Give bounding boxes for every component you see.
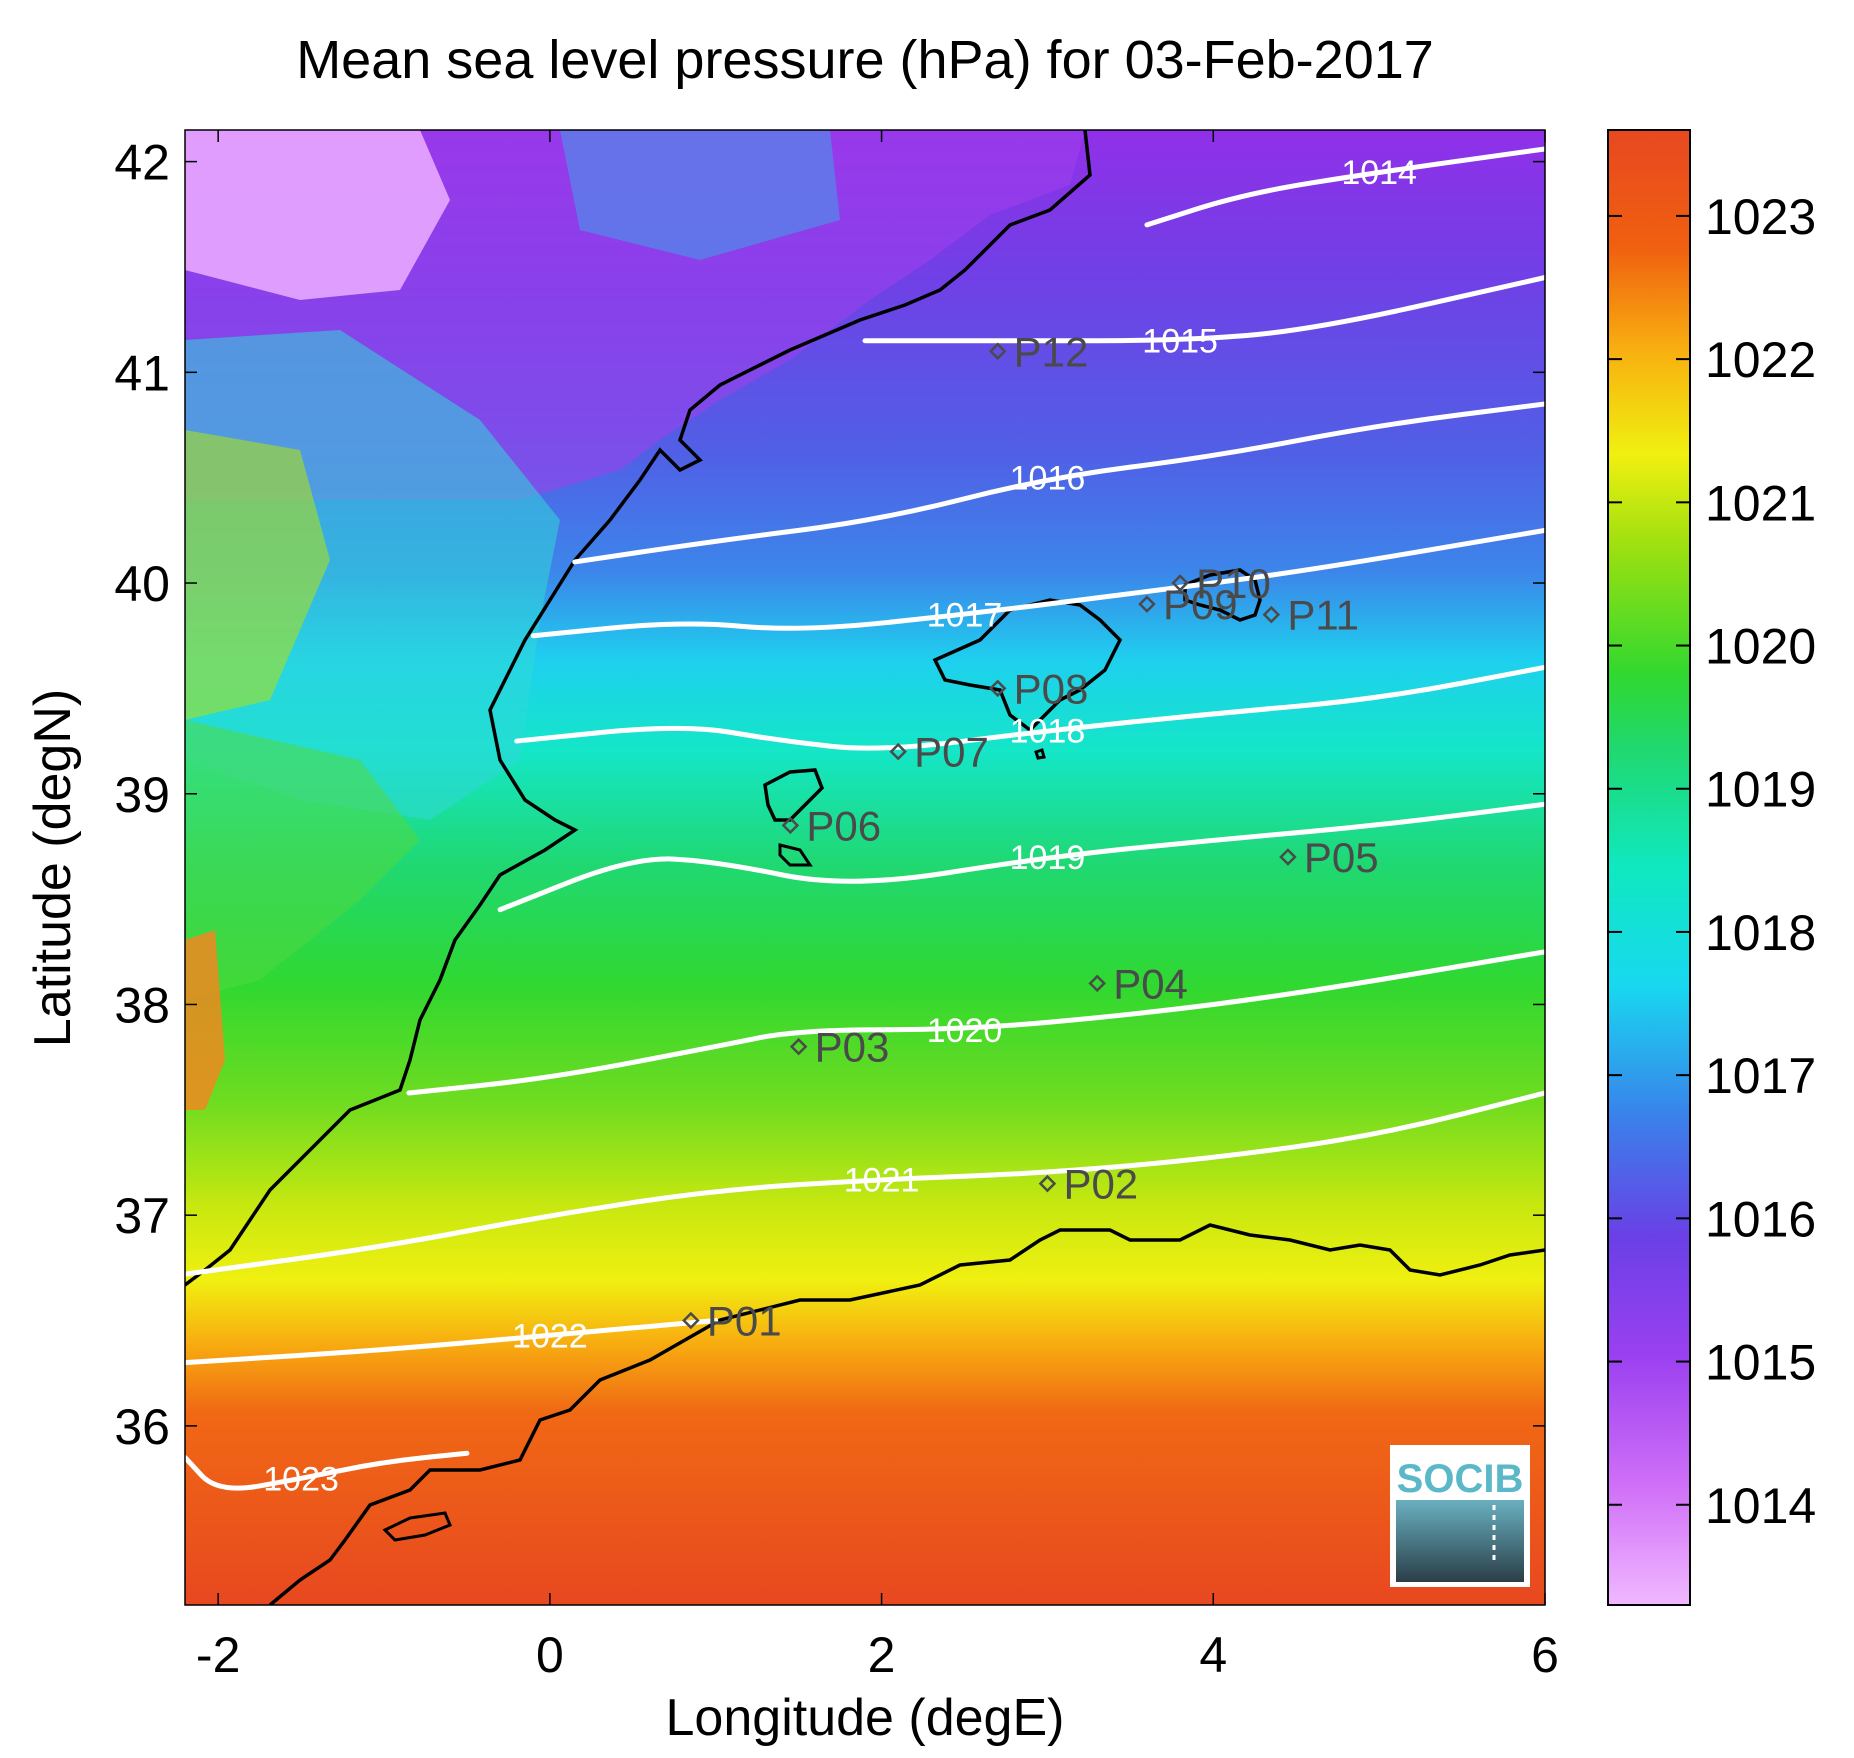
colorbar-tick-label: 1016 — [1705, 1191, 1816, 1247]
land-orange-patch — [185, 930, 225, 1110]
isobar-label: 1023 — [263, 1461, 339, 1499]
y-tick-label: 40 — [114, 556, 170, 612]
isobar-label: 1019 — [1010, 839, 1086, 877]
x-axis-label: Longitude (degE) — [666, 1689, 1065, 1747]
chart-title: Mean sea level pressure (hPa) for 03-Feb… — [296, 30, 1434, 90]
isobar-1018 — [514, 664, 1545, 751]
x-tick-label: 6 — [1531, 1627, 1559, 1683]
isobar-label: 1014 — [1341, 154, 1417, 192]
isobar-label: 1021 — [844, 1161, 920, 1199]
station-marker — [1138, 595, 1156, 613]
isobar-1022 — [185, 1318, 719, 1366]
isobar-label: 1017 — [927, 597, 1003, 635]
logo-image — [1396, 1500, 1524, 1582]
colorbar: 1014 1015 1016 1017 1018 1019 1020 1021 1022 1023 — [1607, 129, 1816, 1606]
station-marker — [1088, 974, 1106, 993]
colorbar-tick-label: 1015 — [1705, 1335, 1816, 1391]
station-label: P04 — [1113, 960, 1188, 1007]
station-marker — [781, 816, 800, 835]
iberian-coastline — [185, 130, 1092, 1287]
colorbar-tick-label: 1014 — [1705, 1478, 1816, 1534]
isobar-contours: 1014 1015 1016 1017 1018 1019 1020 1021 1022 1023 — [185, 146, 1545, 1499]
logo-text: SOCIB — [1397, 1457, 1524, 1501]
station-marker — [988, 342, 1007, 361]
y-axis-ticks: 36 37 38 39 40 41 42 — [114, 135, 1545, 1455]
station-label: P10 — [1196, 560, 1271, 607]
colorbar-tick-label: 1021 — [1705, 475, 1816, 531]
station-label: P02 — [1063, 1161, 1138, 1208]
station-marker — [682, 1311, 700, 1330]
land-lowest-pressure-patch — [185, 130, 450, 300]
isobar-label: 1020 — [927, 1012, 1003, 1050]
station-label: P05 — [1304, 834, 1379, 881]
isobar-label: 1018 — [1010, 713, 1086, 751]
x-tick-label: 4 — [1199, 1627, 1227, 1683]
land-green-patch — [185, 720, 420, 1000]
isobar-label: 1016 — [1010, 460, 1086, 498]
y-tick-label: 42 — [114, 135, 170, 191]
station-label: P12 — [1014, 328, 1089, 375]
ibiza-island — [763, 768, 825, 822]
station-label: P09 — [1163, 581, 1238, 628]
map-plot-area: 1014 1015 1016 1017 1018 1019 1020 1021 1022 1023… — [185, 130, 1545, 1605]
station-label: P08 — [1014, 665, 1089, 712]
menorca-island — [1183, 568, 1262, 622]
x-tick-label: -2 — [196, 1627, 240, 1683]
isobar-1015 — [862, 275, 1545, 344]
colorbar-tick-label: 1020 — [1705, 619, 1816, 675]
station-label: P03 — [815, 1024, 890, 1071]
colorbar-tick-label: 1017 — [1705, 1048, 1816, 1104]
y-tick-label: 36 — [114, 1399, 170, 1455]
cabrera-island — [1034, 748, 1046, 760]
x-tick-label: 0 — [536, 1627, 564, 1683]
colorbar-tick-label: 1023 — [1705, 189, 1816, 245]
station-marker — [1171, 574, 1189, 592]
x-tick-label: 2 — [868, 1627, 896, 1683]
isobar-1021 — [185, 1090, 1545, 1277]
colorbar-ticks: 1014 1015 1016 1017 1018 1019 1020 1021 1022 1023 — [1608, 189, 1816, 1534]
station-marker — [1279, 848, 1297, 866]
isobar-1023 — [185, 1450, 470, 1491]
formentera-island — [778, 843, 813, 867]
y-axis-label: Latitude (degN) — [24, 689, 82, 1047]
isobar-1014 — [1144, 146, 1545, 228]
station-label: P01 — [707, 1298, 782, 1345]
station-marker — [1038, 1174, 1057, 1193]
station-marker — [789, 1037, 808, 1056]
socib-logo: SOCIB — [1390, 1445, 1530, 1587]
y-tick-label: 41 — [114, 345, 170, 401]
alboran-coast — [382, 1511, 452, 1542]
plot-frame — [184, 129, 1546, 1606]
station-label: P06 — [806, 802, 881, 849]
moroccan-coastline — [268, 1338, 686, 1605]
y-tick-label: 38 — [114, 977, 170, 1033]
station-marker — [889, 742, 907, 761]
isobar-1016 — [572, 401, 1545, 565]
station-label: P07 — [914, 729, 989, 776]
isobar-label: 1022 — [512, 1317, 588, 1355]
colorbar-tick-label: 1022 — [1705, 332, 1816, 388]
colorbar-tick-label: 1018 — [1705, 905, 1816, 961]
land-blue-patch — [560, 130, 840, 260]
station-marker — [1262, 605, 1281, 624]
isobar-label: 1015 — [1142, 323, 1218, 361]
y-tick-label: 39 — [114, 767, 170, 823]
isobar-1020 — [406, 949, 1545, 1096]
colorbar-gradient — [1607, 129, 1691, 1606]
land-yellowgreen-patch — [185, 430, 330, 720]
station-label: P11 — [1287, 592, 1359, 639]
colorbar-tick-label: 1019 — [1705, 762, 1816, 818]
x-axis-ticks: -2 0 2 4 6 — [196, 130, 1559, 1683]
station-marker — [988, 679, 1007, 698]
african-coastline — [684, 1223, 1545, 1342]
isobar-1017 — [530, 527, 1545, 639]
y-tick-label: 37 — [114, 1188, 170, 1244]
isobar-1019 — [497, 801, 1545, 913]
